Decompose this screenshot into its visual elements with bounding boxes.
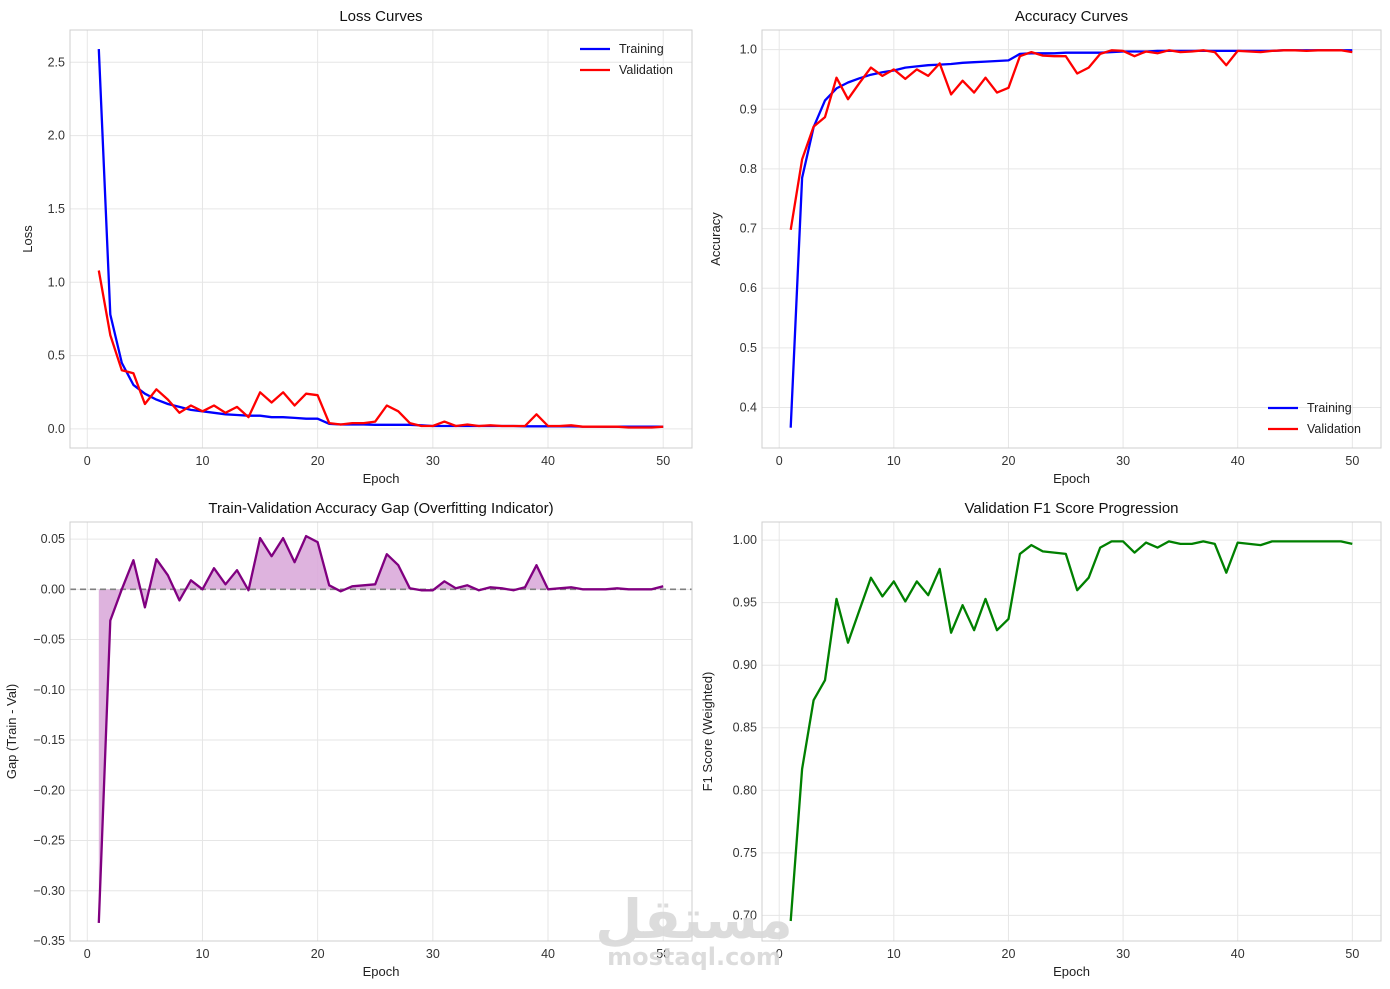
- chart-title: Validation F1 Score Progression: [965, 500, 1179, 517]
- x-tick-label: 40: [541, 454, 555, 468]
- gridlines: [762, 30, 1381, 448]
- y-tick-label: −0.15: [33, 733, 65, 747]
- legend: Training Validation: [1268, 401, 1361, 436]
- y-tick-label: −0.10: [33, 683, 65, 697]
- y-tick-label: 2.5: [48, 55, 65, 69]
- y-tick-label: 0.75: [733, 846, 757, 860]
- axes-frame: [761, 29, 1382, 449]
- x-axis-label: Epoch: [363, 471, 400, 486]
- legend-label: Validation: [1307, 422, 1361, 436]
- y-tick-label: −0.35: [33, 934, 65, 948]
- x-tick-label: 10: [196, 454, 210, 468]
- y-tick-label: 0.90: [733, 658, 757, 672]
- x-axis-label: Epoch: [363, 964, 400, 979]
- x-tick-label: 20: [311, 947, 325, 961]
- gridlines: [70, 30, 692, 448]
- x-tick-label: 50: [1345, 947, 1359, 961]
- legend-label: Training: [1307, 401, 1352, 415]
- series-line-training: [789, 49, 1353, 428]
- y-tick-label: 0.4: [740, 400, 757, 414]
- x-tick-label: 0: [84, 454, 91, 468]
- y-tick-label: 0.8: [740, 162, 757, 176]
- y-tick-label: 0.70: [733, 908, 757, 922]
- y-tick-label: 0.85: [733, 721, 757, 735]
- y-tick-label: 0.9: [740, 102, 757, 116]
- x-tick-label: 10: [887, 947, 901, 961]
- y-tick-label: 0.5: [740, 341, 757, 355]
- x-tick-label: 10: [196, 947, 210, 961]
- chart-title: Train-Validation Accuracy Gap (Overfitti…: [208, 500, 553, 517]
- x-axis-label: Epoch: [1053, 964, 1090, 979]
- x-tick-label: 30: [426, 454, 440, 468]
- y-tick-label: −0.20: [33, 783, 65, 797]
- axes-frame: [69, 521, 693, 942]
- y-tick-label: −0.05: [33, 633, 65, 647]
- x-tick-label: 40: [541, 947, 555, 961]
- y-tick-label: 0.0: [48, 422, 65, 436]
- y-tick-label: 0.80: [733, 783, 757, 797]
- x-tick-label: 30: [1116, 454, 1130, 468]
- gridlines: [762, 522, 1381, 941]
- x-tick-label: 50: [656, 947, 670, 961]
- y-tick-label: 1.00: [733, 533, 757, 547]
- x-tick-label: 30: [426, 947, 440, 961]
- chart-panel-2: 0 10 20 30 40 50 0.4 0.5 0.6 0.7 0.8 0.9 1.0 Epoch Acc…: [708, 8, 1382, 486]
- y-tick-label: 0.7: [740, 222, 757, 236]
- x-tick-label: 50: [1345, 454, 1359, 468]
- x-tick-label: 40: [1231, 947, 1245, 961]
- chart-panel-1: 0 10 20 30 40 50 0.0 0.5 1.0 1.5 2.0 2.5 Epoch Loss Lo…: [20, 8, 693, 486]
- y-tick-label: −0.30: [33, 884, 65, 898]
- x-axis-label: Epoch: [1053, 471, 1090, 486]
- axes-frame: [69, 29, 693, 449]
- y-axis-label: F1 Score (Weighted): [700, 672, 715, 792]
- y-axis-label: Gap (Train - Val): [4, 684, 19, 779]
- x-tick-label: 0: [776, 454, 783, 468]
- watermark-arabic: مستقل: [595, 888, 793, 951]
- x-tick-label: 20: [1002, 947, 1016, 961]
- y-tick-label: 1.0: [48, 275, 65, 289]
- x-tick-label: 0: [776, 947, 783, 961]
- legend-label: Validation: [619, 63, 673, 77]
- series-line-series-1: [789, 540, 1353, 922]
- x-tick-label: 30: [1116, 947, 1130, 961]
- y-axis-label: Loss: [20, 225, 35, 253]
- watermark-latin: mostaql.com: [607, 943, 781, 971]
- x-tick-label: 20: [311, 454, 325, 468]
- chart-panel-3: 0 10 20 30 40 50 0.05 0.00 −0.05 −0.10 −0.15 −0.20 −…: [4, 500, 693, 979]
- y-axis-label: Accuracy: [708, 212, 723, 266]
- y-tick-label: 0.5: [48, 349, 65, 363]
- legend: Training Validation: [580, 42, 673, 77]
- y-tick-label: 0.00: [41, 582, 65, 596]
- y-tick-label: 0.05: [41, 532, 65, 546]
- chart-title: Accuracy Curves: [1015, 8, 1128, 25]
- x-tick-label: 0: [84, 947, 91, 961]
- y-tick-label: 1.5: [48, 202, 65, 216]
- y-tick-label: 0.95: [733, 596, 757, 610]
- series-line-series-1: [97, 534, 664, 923]
- gap-area-fill: [98, 536, 664, 923]
- chart-title: Loss Curves: [339, 8, 422, 25]
- x-tick-label: 40: [1231, 454, 1245, 468]
- series-line-training: [97, 49, 664, 428]
- chart-panel-4: 0 10 20 30 40 50 0.70 0.75 0.80 0.85 0.90 0.95 1.00 E…: [700, 500, 1382, 979]
- legend-label: Training: [619, 42, 664, 56]
- y-tick-label: −0.25: [33, 834, 65, 848]
- x-tick-label: 20: [1002, 454, 1016, 468]
- axes-frame: [761, 521, 1382, 942]
- y-tick-label: 1.0: [740, 43, 757, 57]
- y-tick-label: 0.6: [740, 281, 757, 295]
- x-tick-label: 10: [887, 454, 901, 468]
- y-tick-label: 2.0: [48, 129, 65, 143]
- x-tick-label: 50: [656, 454, 670, 468]
- series-line-validation: [789, 49, 1353, 230]
- series-line-validation: [97, 270, 664, 429]
